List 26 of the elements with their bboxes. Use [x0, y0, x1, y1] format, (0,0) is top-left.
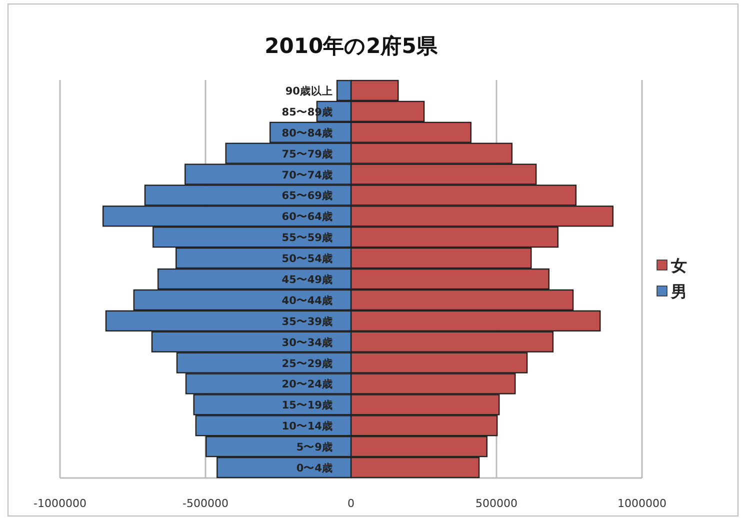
x-tick-label: -1000000 — [34, 497, 86, 510]
y-tick-label: 35〜39歳 — [282, 314, 333, 328]
y-tick-label: 25〜29歳 — [282, 356, 333, 370]
y-tick-label: 5〜9歳 — [296, 440, 333, 454]
legend-label: 男 — [670, 282, 687, 301]
y-tick-label: 10〜14歳 — [282, 420, 333, 433]
y-tick-label: 60〜64歳 — [282, 210, 333, 224]
y-tick-label: 75〜79歳 — [282, 147, 333, 160]
y-tick-label: 40〜44歳 — [282, 294, 333, 307]
y-tick-label: 30〜34歳 — [282, 336, 333, 349]
y-tick-label: 65〜69歳 — [282, 189, 333, 202]
y-tick-label: 50〜54歳 — [282, 252, 333, 266]
x-tick-label: -500000 — [182, 497, 228, 510]
x-tick-label: 1000000 — [618, 497, 666, 510]
y-tick-label: 0〜4歳 — [296, 462, 333, 475]
chart-title: 2010年の2府5県 — [264, 34, 438, 58]
y-tick-label: 45〜49歳 — [282, 273, 333, 286]
y-tick-label: 15〜19歳 — [282, 398, 333, 412]
y-tick-label: 90歳以上 — [285, 84, 333, 98]
y-tick-label: 20〜24歳 — [282, 378, 333, 391]
legend-label: 女 — [670, 256, 687, 275]
y-tick-label: 80〜84歳 — [282, 126, 333, 140]
x-tick-label: 0 — [348, 497, 354, 510]
x-tick-label: 500000 — [476, 497, 518, 510]
y-tick-label: 70〜74歳 — [282, 168, 333, 182]
y-tick-label: 55〜59歳 — [282, 231, 333, 244]
